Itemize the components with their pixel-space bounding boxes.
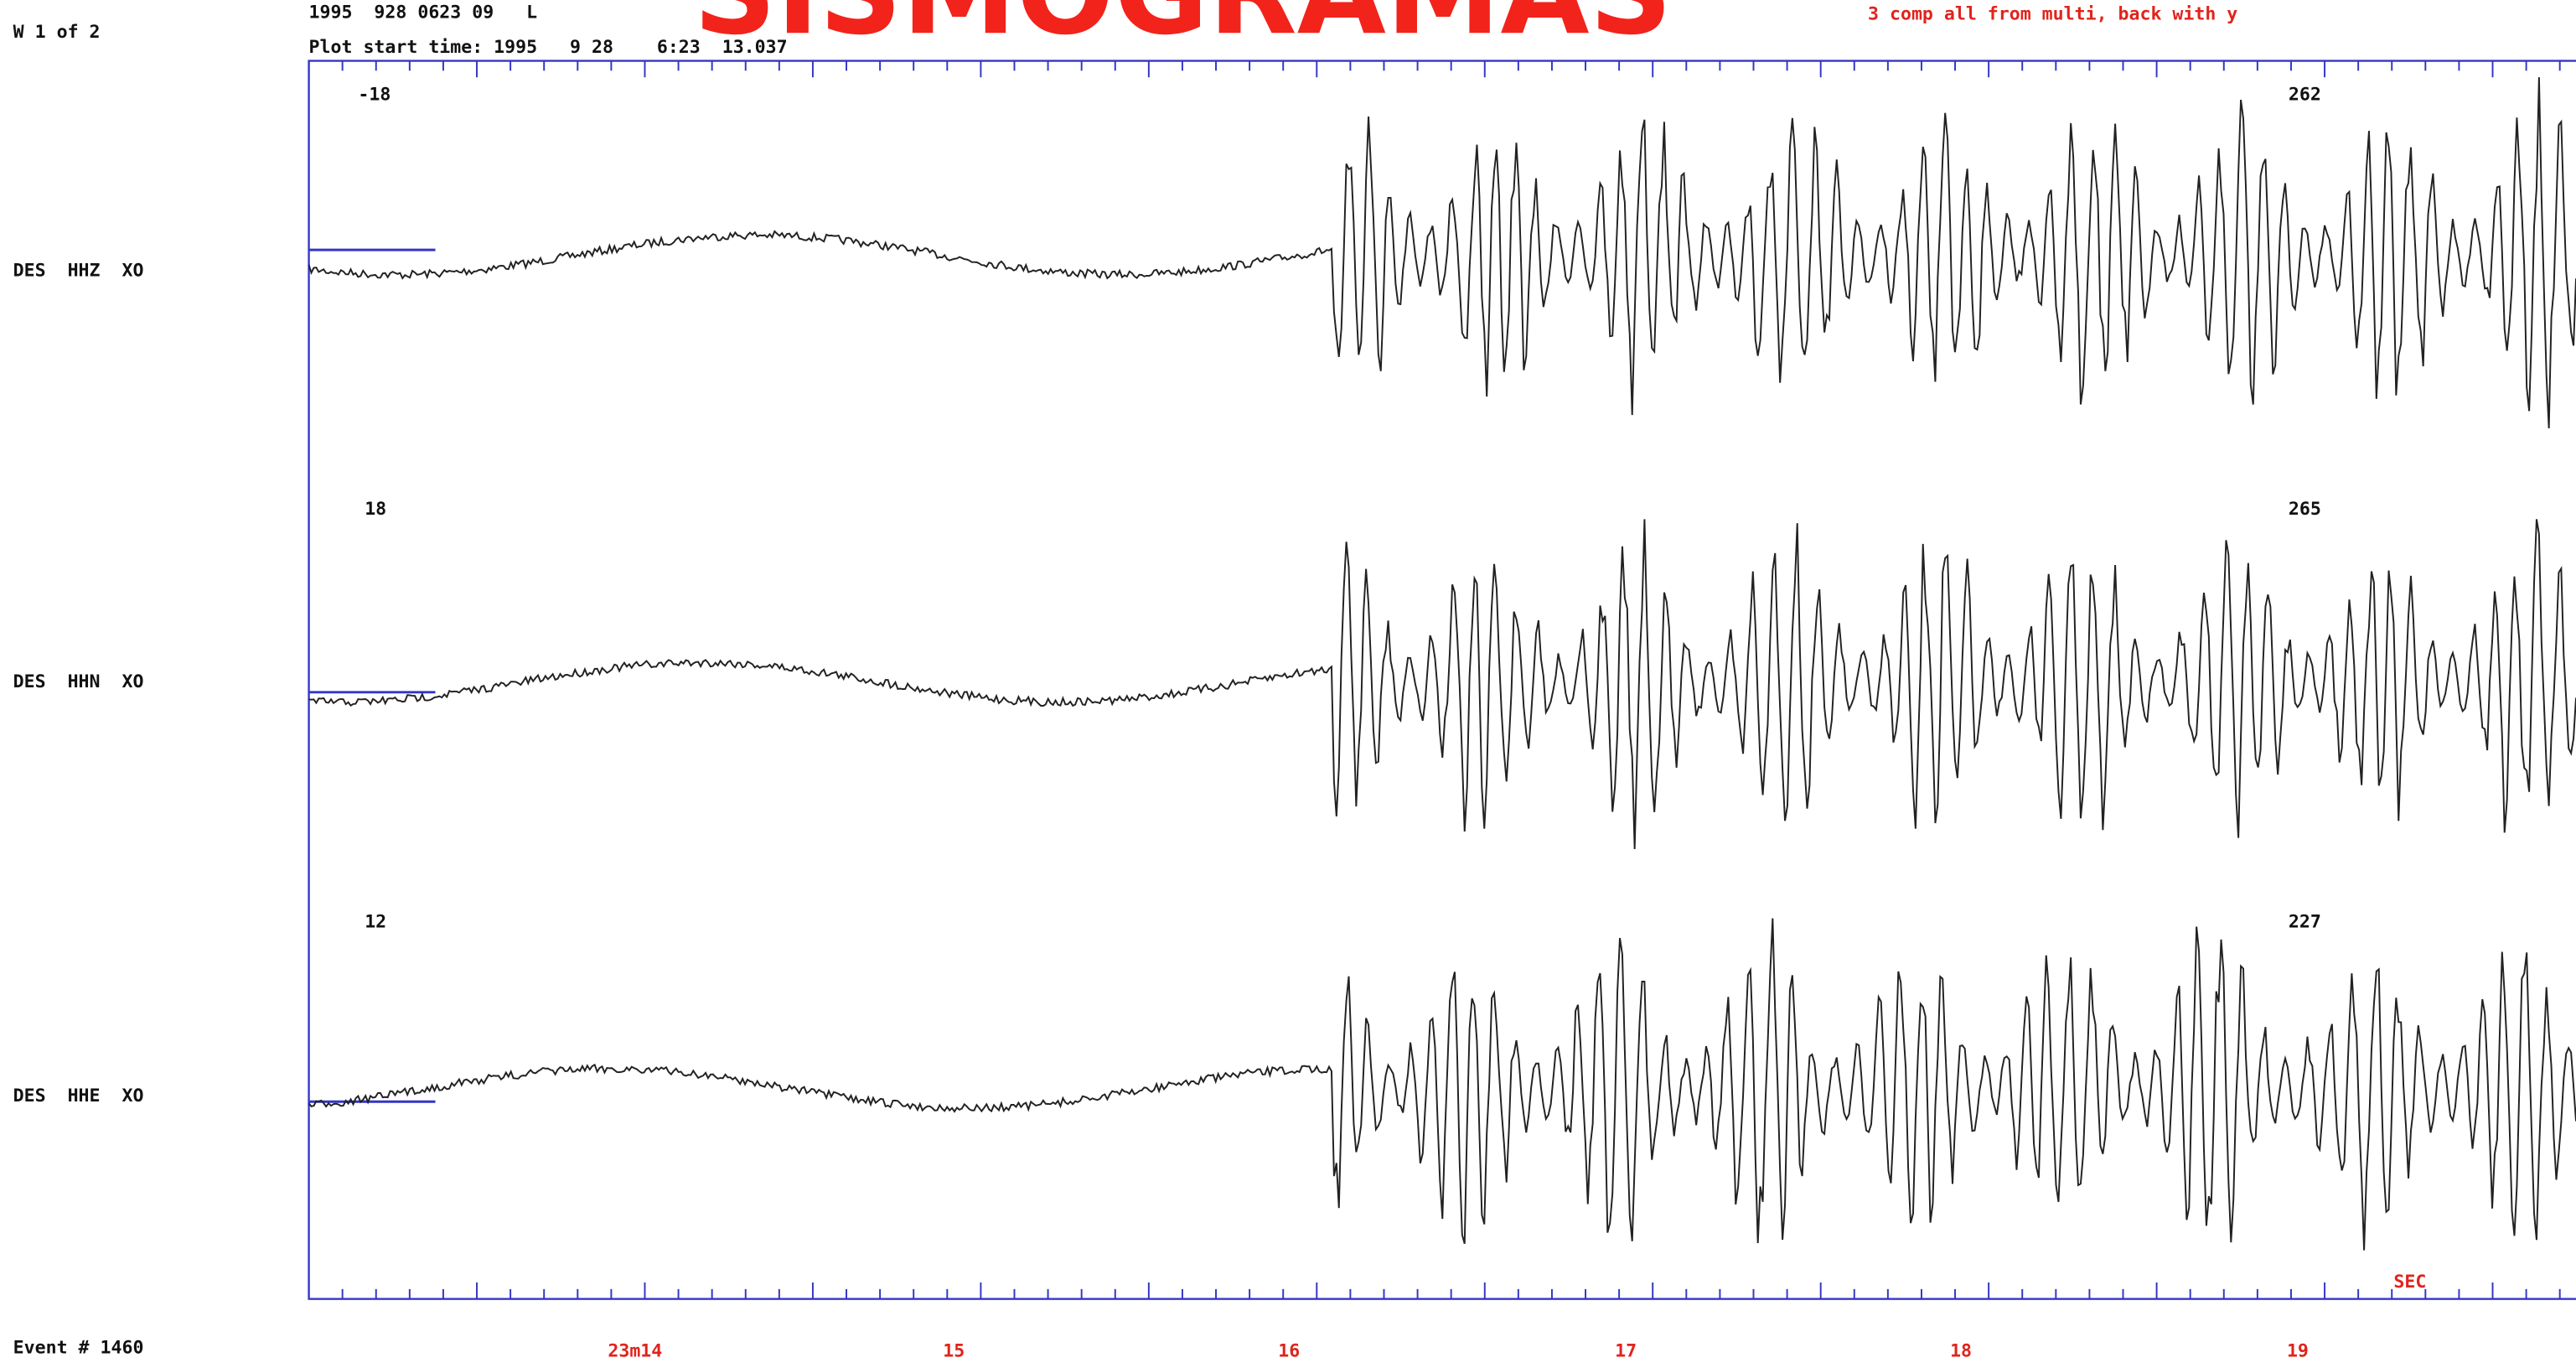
unit-label: SEC — [2393, 1272, 2426, 1293]
note: 3 comp all from multi, back with y — [1868, 4, 2237, 25]
time-label: 16 — [1278, 1340, 1300, 1361]
trace-label: DES HHN XO — [13, 671, 144, 692]
waveform — [308, 77, 2576, 429]
trace-right-value: 262 — [2289, 85, 2321, 106]
tick-marks — [308, 60, 2561, 1299]
trace-label: DES HHE XO — [13, 1086, 144, 1106]
time-label: 19 — [2287, 1340, 2309, 1361]
waveform — [308, 519, 2576, 849]
time-label: 23m14 — [608, 1340, 662, 1361]
time-label: 17 — [1615, 1340, 1637, 1361]
time-label: 15 — [943, 1340, 965, 1361]
page-indicator: W 1 of 2 — [13, 22, 101, 43]
trace-left-value: 12 — [365, 911, 386, 932]
start-time: Plot start time: 1995 9 28 6:23 13.037 — [309, 37, 788, 58]
waveform — [308, 918, 2576, 1251]
trace-left-value: -18 — [358, 85, 391, 106]
waveforms — [308, 77, 2576, 1251]
title: SISMOGRAMAS — [694, 0, 1673, 60]
trace-right-value: 227 — [2289, 911, 2321, 932]
trace-label: DES HHZ XO — [13, 261, 144, 282]
event-line: 1995 928 0623 09 L — [309, 3, 538, 23]
trace-right-value: 265 — [2289, 499, 2321, 520]
time-label: 18 — [1950, 1340, 1972, 1361]
trace-left-value: 18 — [365, 499, 386, 520]
event-number: Event # 1460 — [13, 1337, 144, 1358]
